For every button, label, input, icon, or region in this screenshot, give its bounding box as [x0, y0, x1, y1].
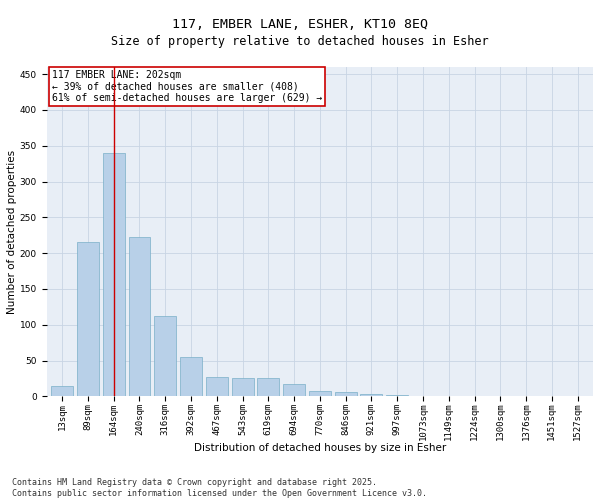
Bar — [386, 395, 408, 396]
Text: Size of property relative to detached houses in Esher: Size of property relative to detached ho… — [111, 35, 489, 48]
Bar — [206, 377, 228, 396]
Bar — [154, 316, 176, 396]
Bar — [283, 384, 305, 396]
Y-axis label: Number of detached properties: Number of detached properties — [7, 150, 17, 314]
Bar — [309, 390, 331, 396]
Bar — [103, 153, 125, 396]
Bar — [335, 392, 356, 396]
Bar — [51, 386, 73, 396]
X-axis label: Distribution of detached houses by size in Esher: Distribution of detached houses by size … — [194, 443, 446, 453]
Text: Contains HM Land Registry data © Crown copyright and database right 2025.
Contai: Contains HM Land Registry data © Crown c… — [12, 478, 427, 498]
Bar — [257, 378, 279, 396]
Bar — [361, 394, 382, 396]
Text: 117, EMBER LANE, ESHER, KT10 8EQ: 117, EMBER LANE, ESHER, KT10 8EQ — [172, 18, 428, 30]
Bar — [128, 238, 151, 396]
Bar — [180, 357, 202, 397]
Text: 117 EMBER LANE: 202sqm
← 39% of detached houses are smaller (408)
61% of semi-de: 117 EMBER LANE: 202sqm ← 39% of detached… — [52, 70, 322, 103]
Bar — [77, 242, 99, 396]
Bar — [232, 378, 254, 396]
